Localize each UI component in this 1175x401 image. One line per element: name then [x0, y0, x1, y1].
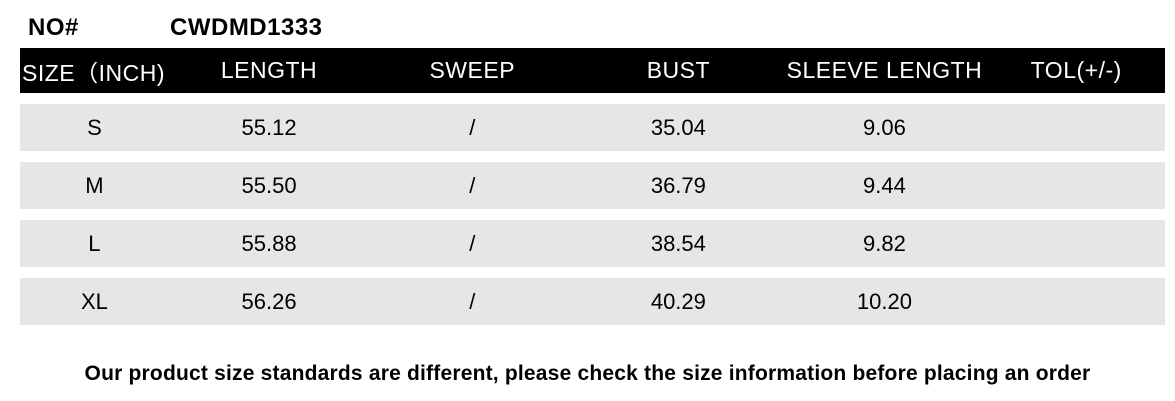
size-disclaimer-note: Our product size standards are different…	[84, 362, 1091, 385]
header-length: LENGTH	[220, 57, 318, 83]
header-sweep: SWEEP	[429, 57, 516, 83]
bust-value: 38.54	[650, 230, 706, 256]
product-number-line: NO# CWDMD1333	[28, 12, 1165, 44]
size-value: S	[87, 114, 102, 140]
header-size: SIZE（INCH)	[22, 59, 165, 86]
sleeve-length-value: 9.82	[863, 230, 906, 256]
sweep-value: /	[469, 288, 476, 314]
bust-value: 36.79	[650, 172, 706, 198]
table-row-xl: XL 56.26 / 40.29 10.20	[20, 278, 1165, 325]
sleeve-length-value: 10.20	[856, 288, 912, 314]
size-table: SIZE（INCH) LENGTH SWEEP BUST SLEEVE LENG…	[20, 48, 1165, 325]
size-value: XL	[80, 288, 108, 314]
table-row-l: L 55.88 / 38.54 9.82	[20, 220, 1165, 267]
length-value: 55.50	[241, 172, 297, 198]
table-row-m: M 55.50 / 36.79 9.44	[20, 162, 1165, 209]
product-number-value: CWDMD1333	[170, 14, 323, 41]
sweep-value: /	[469, 230, 476, 256]
sleeve-length-value: 9.06	[863, 114, 906, 140]
size-table-header-row: SIZE（INCH) LENGTH SWEEP BUST SLEEVE LENG…	[20, 48, 1165, 93]
header-tol: TOL(+/-)	[1030, 57, 1122, 83]
size-value: M	[85, 172, 104, 198]
sweep-value: /	[469, 114, 476, 140]
sweep-value: /	[469, 172, 476, 198]
product-number-label: NO#	[28, 14, 79, 41]
length-value: 55.12	[241, 114, 297, 140]
length-value: 55.88	[241, 230, 297, 256]
sleeve-length-value: 9.44	[863, 172, 906, 198]
bust-value: 40.29	[650, 288, 706, 314]
header-sleeve-length: SLEEVE LENGTH	[786, 57, 983, 83]
header-bust: BUST	[646, 57, 711, 83]
length-value: 56.26	[241, 288, 297, 314]
table-row-s: S 55.12 / 35.04 9.06	[20, 104, 1165, 151]
bust-value: 35.04	[650, 114, 706, 140]
size-value: L	[88, 230, 101, 256]
